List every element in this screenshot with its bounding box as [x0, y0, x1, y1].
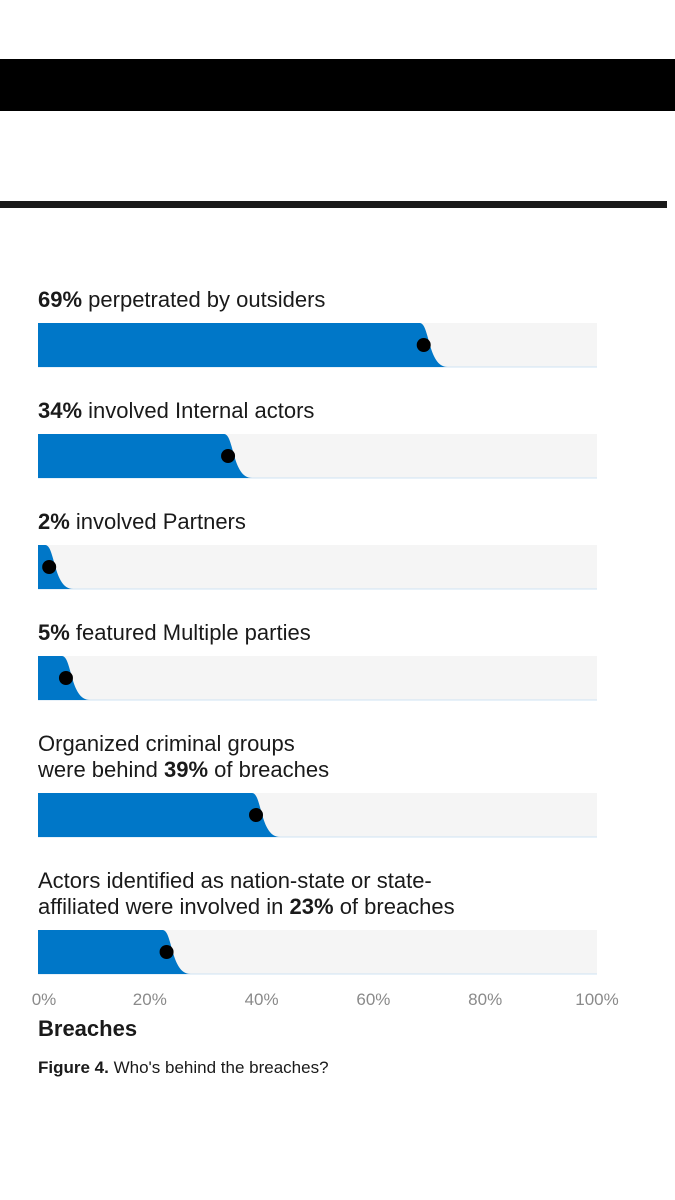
bar-label: Actors identified as nation-state or sta…: [38, 868, 638, 920]
bar-track: [38, 656, 597, 700]
value-marker: [42, 560, 57, 574]
x-tick-label: 20%: [133, 990, 167, 1009]
bar-label-text: affiliated were involved in: [38, 894, 290, 919]
bar-label: Organized criminal groups were behind 39%…: [38, 731, 638, 783]
bar-label: 34% involved Internal actors: [38, 398, 638, 424]
bar-label-text: perpetrated by outsiders: [82, 287, 326, 312]
bar-label-text: were behind: [38, 757, 164, 782]
bar-label-text: of breaches: [208, 757, 330, 782]
value-marker: [58, 671, 73, 685]
bar-label-value: 5%: [38, 620, 70, 645]
value-marker: [249, 808, 264, 822]
bar-label-value: 2%: [38, 509, 70, 534]
value-marker: [416, 338, 431, 352]
x-axis-title: Breaches: [38, 1016, 138, 1041]
x-tick-label: 0%: [32, 990, 57, 1009]
bar-label: 5% featured Multiple parties: [38, 620, 638, 646]
section-rule: [0, 201, 667, 208]
value-marker: [159, 945, 174, 959]
bar-label-text: involved Internal actors: [82, 398, 315, 423]
bar: [38, 323, 448, 367]
bar: [38, 793, 281, 837]
bar-label-value: 39%: [163, 757, 209, 782]
figure-number: Figure 4.: [38, 1058, 109, 1077]
bar: [38, 434, 253, 478]
value-marker: [221, 449, 236, 463]
x-tick-label: 80%: [468, 990, 502, 1009]
bar-label-value: 23%: [289, 894, 334, 919]
bar-label-text: Actors identified as nation-state or sta…: [38, 868, 432, 893]
figure-caption: Figure 4. Who's behind the breaches?: [38, 1058, 329, 1078]
header-band: [0, 59, 675, 111]
bar-label: 2% involved Partners: [38, 509, 638, 535]
x-tick-label: 40%: [245, 990, 279, 1009]
bar-label-value: 69%: [38, 287, 83, 312]
x-tick-label: 60%: [356, 990, 390, 1009]
bar: [38, 545, 74, 589]
bar-label-value: 34%: [38, 398, 83, 423]
figure-title: Who's behind the breaches?: [108, 1058, 329, 1077]
bar-track: [38, 545, 597, 589]
x-tick-label: 100%: [575, 990, 618, 1009]
bar-label-text: of breaches: [333, 894, 455, 919]
bar-label-text: involved Partners: [69, 509, 246, 534]
bar-label-text: featured Multiple parties: [69, 620, 311, 645]
bar-label: 69% perpetrated by outsiders: [38, 287, 638, 313]
bar: [38, 930, 191, 974]
bar-label-text: Organized criminal groups: [38, 731, 295, 756]
